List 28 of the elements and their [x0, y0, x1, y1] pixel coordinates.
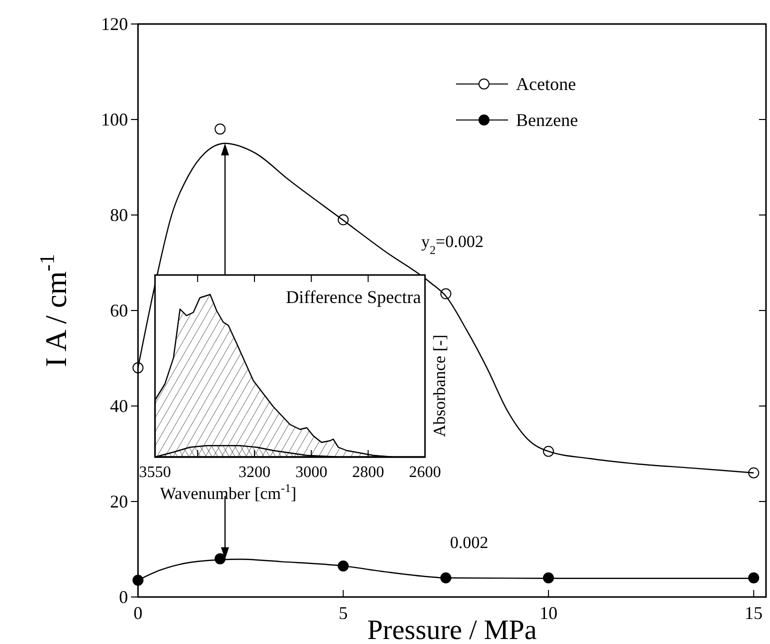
y-tick-label: 20 [110, 492, 128, 512]
x-tick-label: 2600 [409, 464, 441, 481]
y-tick-label: 0 [119, 587, 128, 607]
legend-label: Benzene [516, 110, 578, 130]
x-tick-label: 10 [539, 603, 558, 623]
y-tick-label: 40 [110, 396, 128, 416]
x-axis-title: Wavenumber [cm$^{-1}$] [160, 481, 296, 503]
x-tick-label: 3550 [139, 464, 171, 481]
x-tick-label: 5 [338, 603, 348, 623]
y-tick-label: 60 [110, 300, 128, 320]
y-tick-label: 100 [101, 110, 128, 130]
annotation: y$_{2}$=0.002 [421, 232, 484, 258]
point [214, 124, 226, 135]
annotation: Difference Spectra [286, 287, 422, 307]
x-tick-label: 0 [134, 603, 142, 623]
x-tick-label: 15 [744, 603, 763, 623]
y-axis-title: Absorbance [-] [430, 334, 449, 437]
y-tick-label: 80 [110, 205, 128, 225]
point [748, 467, 760, 478]
y-tick-label: 120 [101, 14, 128, 34]
x-axis-title: Pressure / MPa [367, 615, 538, 644]
x-tick-label: 3000 [295, 464, 328, 481]
annotation: 0.002 [450, 532, 488, 552]
point [748, 572, 760, 584]
x-tick-label: 2800 [352, 464, 384, 481]
point [542, 572, 554, 584]
x-tick-label: 3200 [238, 464, 270, 481]
legend-label: Acetone [516, 74, 576, 94]
